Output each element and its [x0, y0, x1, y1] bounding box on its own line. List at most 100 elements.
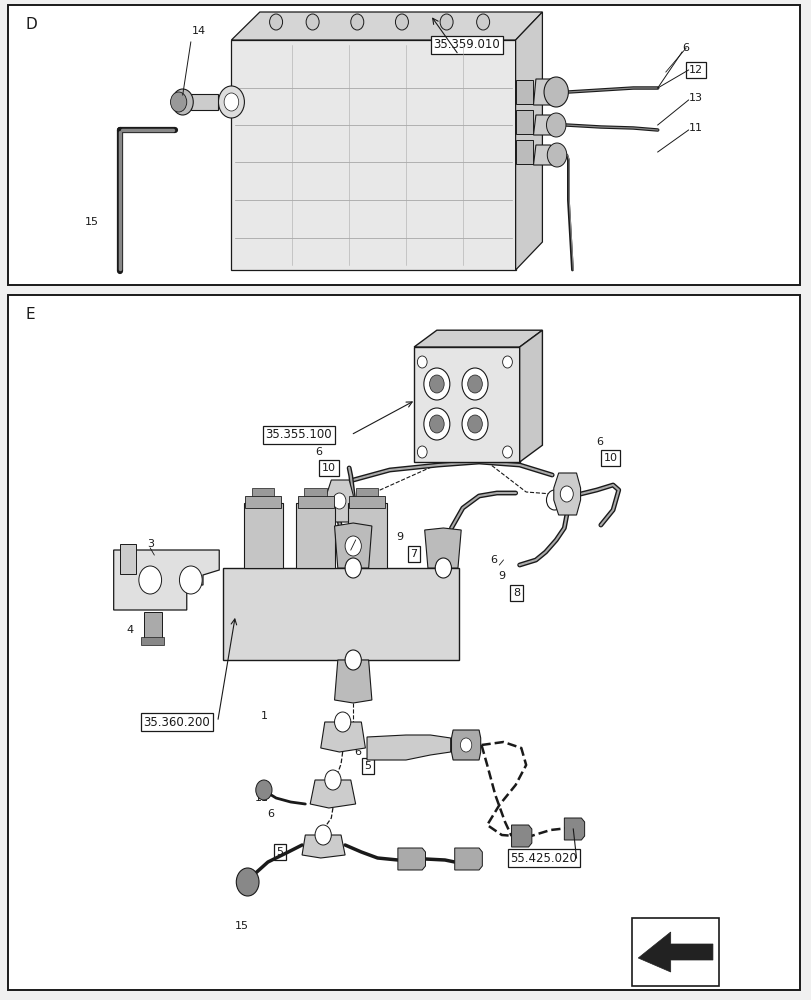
Polygon shape [637, 932, 712, 972]
Circle shape [179, 566, 202, 594]
Text: 11: 11 [254, 793, 268, 803]
Circle shape [333, 493, 345, 509]
Text: 2: 2 [120, 593, 127, 603]
Circle shape [172, 89, 193, 115]
Text: 14: 14 [191, 26, 206, 36]
Circle shape [395, 14, 408, 30]
Polygon shape [320, 722, 365, 752]
Circle shape [423, 408, 449, 440]
Text: 9: 9 [396, 532, 402, 542]
Text: 11: 11 [688, 123, 702, 133]
Circle shape [460, 738, 471, 752]
Bar [120, 544, 136, 574]
Circle shape [461, 368, 487, 400]
Text: 7: 7 [410, 549, 417, 559]
Circle shape [170, 92, 187, 112]
Polygon shape [302, 835, 345, 858]
Circle shape [139, 566, 161, 594]
Circle shape [236, 868, 259, 896]
Polygon shape [334, 523, 371, 568]
Circle shape [543, 77, 568, 107]
Polygon shape [355, 488, 378, 496]
Text: 4: 4 [127, 625, 133, 635]
Text: 15: 15 [234, 921, 249, 931]
Text: D: D [26, 17, 37, 32]
Text: 5: 5 [277, 847, 283, 857]
Circle shape [429, 415, 444, 433]
Polygon shape [454, 848, 482, 870]
Bar [8, 5, 799, 285]
Polygon shape [191, 94, 217, 110]
Text: 6: 6 [331, 497, 337, 507]
Circle shape [435, 558, 451, 578]
Circle shape [218, 86, 244, 118]
Circle shape [467, 415, 482, 433]
Circle shape [502, 446, 512, 458]
Circle shape [361, 492, 377, 512]
Polygon shape [251, 488, 274, 496]
Circle shape [306, 14, 319, 30]
Text: E: E [26, 307, 36, 322]
Polygon shape [243, 503, 282, 568]
Circle shape [269, 14, 282, 30]
Polygon shape [414, 330, 542, 347]
Text: 35.360.200: 35.360.200 [144, 716, 210, 728]
Circle shape [334, 712, 350, 732]
Circle shape [429, 375, 444, 393]
Text: 6: 6 [490, 555, 496, 565]
Text: 6: 6 [682, 43, 689, 53]
Text: 12: 12 [688, 65, 702, 75]
Polygon shape [451, 730, 480, 760]
Circle shape [324, 770, 341, 790]
Polygon shape [310, 780, 355, 808]
Polygon shape [367, 735, 450, 760]
Circle shape [345, 650, 361, 670]
Circle shape [440, 14, 453, 30]
Bar [515, 80, 533, 104]
Text: 6: 6 [315, 447, 321, 457]
Polygon shape [515, 12, 542, 270]
Circle shape [345, 536, 361, 556]
Text: 10: 10 [321, 463, 336, 473]
Text: 13: 13 [688, 93, 702, 103]
Polygon shape [533, 115, 551, 135]
Bar [8, 295, 799, 990]
Circle shape [345, 558, 361, 578]
Text: 5: 5 [364, 761, 371, 771]
Circle shape [255, 780, 272, 800]
Bar [631, 918, 719, 986]
Text: 6: 6 [368, 522, 375, 532]
Polygon shape [114, 550, 219, 610]
Polygon shape [326, 480, 353, 522]
Text: 6: 6 [354, 747, 360, 757]
Text: 55.425.020: 55.425.020 [510, 852, 577, 864]
Polygon shape [553, 473, 580, 515]
Polygon shape [334, 660, 371, 703]
Circle shape [547, 143, 566, 167]
Bar [515, 110, 533, 134]
Polygon shape [533, 79, 551, 105]
Polygon shape [231, 40, 515, 270]
Bar [414, 347, 519, 462]
Circle shape [224, 93, 238, 111]
Circle shape [461, 408, 487, 440]
Text: 3: 3 [147, 539, 153, 549]
Bar [144, 612, 161, 640]
Circle shape [467, 375, 482, 393]
Circle shape [315, 825, 331, 845]
Polygon shape [349, 496, 384, 508]
Polygon shape [296, 503, 335, 568]
Text: 35.355.100: 35.355.100 [265, 428, 332, 442]
Polygon shape [245, 496, 281, 508]
Polygon shape [533, 145, 551, 165]
Polygon shape [347, 503, 386, 568]
Polygon shape [231, 12, 542, 40]
Text: 9: 9 [498, 571, 504, 581]
Text: 15: 15 [84, 217, 99, 227]
Text: 10: 10 [603, 453, 617, 463]
Text: 1: 1 [260, 711, 267, 721]
Bar [515, 140, 533, 164]
Polygon shape [304, 488, 327, 496]
Polygon shape [298, 496, 333, 508]
Text: 8: 8 [513, 588, 519, 598]
